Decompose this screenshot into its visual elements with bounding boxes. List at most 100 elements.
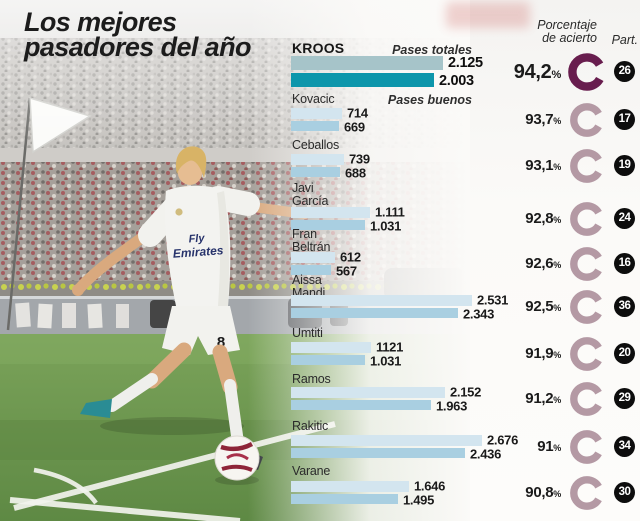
value-pases-totales: 2.125 [448,55,483,71]
bar-pases-totales [291,252,335,263]
accuracy-ring-gauge-icon [570,246,604,281]
ring-arc [570,148,604,183]
value-pases-buenos: 1.031 [370,353,402,369]
accuracy-percent: 92,5% [440,298,561,315]
bar-pases-buenos [291,219,365,230]
ring-arc [570,102,604,137]
ring-arc [568,52,606,91]
hair [175,146,207,178]
matches-badge: 16 [614,253,635,274]
accuracy-value: 91 [537,438,554,455]
value-pases-totales: 1.646 [414,478,446,494]
left-sock [106,373,158,412]
blurred-scoreboard [446,2,530,28]
value-pases-buenos: 1.495 [403,492,435,508]
bar-pases-totales [291,295,472,306]
matches-badge: 24 [614,208,635,229]
matches-badge: 29 [614,388,635,409]
player-shadow [100,417,244,435]
player-name: Varane [292,464,331,478]
percent-symbol: % [551,68,562,81]
accuracy-percent: 93,1% [440,157,561,174]
player-name: Ramos [292,372,331,386]
accuracy-ring-gauge-icon [570,429,604,464]
percent-symbol: % [553,443,561,453]
matches-badge: 19 [614,155,635,176]
value-pases-buenos: 669 [344,119,365,135]
ring-arc [570,246,604,281]
value-pases-totales: 1.111 [375,204,405,220]
player-name: Fran Beltrán [292,227,331,254]
value-pases-buenos: 567 [336,263,357,279]
value-pases-buenos: 1.963 [436,398,468,414]
ring-arc [570,475,604,510]
accuracy-ring-gauge-icon [570,475,604,510]
matches-badge: 36 [614,296,635,317]
bar-pases-totales [291,154,344,165]
value-pases-totales: 2.152 [450,384,482,400]
matches-badge: 30 [614,482,635,503]
bar-pases-buenos [291,493,398,504]
left-hand [72,284,84,296]
accuracy-value: 91,2 [525,390,554,407]
bar-pases-buenos [291,166,340,177]
accuracy-percent: 90,8% [440,484,561,501]
accuracy-percent: 92,6% [440,255,561,272]
value-pases-buenos: 1.031 [370,218,402,234]
accuracy-ring-gauge-icon [570,381,604,416]
accuracy-ring-gauge-icon [570,336,604,371]
ring-arc [570,429,604,464]
player-name: Kovacic [292,92,335,106]
value-pases-totales: 714 [347,105,368,121]
accuracy-value: 92,6 [525,255,554,272]
accuracy-value: 90,8 [525,484,554,501]
page-title: Los mejores pasadores del año [24,7,251,62]
percent-symbol: % [553,303,561,313]
value-pases-buenos: 2.343 [463,306,495,322]
value-pases-totales: 2.531 [477,292,509,308]
matches-badge: 20 [614,343,635,364]
player-name: Umtiti [292,326,323,340]
bar-pases-buenos [291,447,465,458]
shorts-number: 8 [217,334,225,351]
club-crest [175,208,183,216]
value-pases-buenos: 688 [345,165,366,181]
bar-pases-buenos [291,264,331,275]
bar-pases-buenos [291,73,434,87]
ring-arc [570,336,604,371]
player-name: Ceballos [292,138,340,152]
player-name: Rakitic [292,419,329,433]
bar-pases-buenos [291,399,431,410]
bar-pases-totales [291,481,409,492]
accuracy-percent: 91,9% [440,345,561,362]
shorts [162,306,240,355]
left-thigh [144,342,192,389]
matches-badge: 34 [614,436,635,457]
value-pases-buenos: 2.436 [470,446,502,462]
accuracy-percent: 91,2% [440,390,561,407]
jersey-sponsor-line2: Emirates [172,243,224,261]
value-pases-totales: 2.676 [487,432,519,448]
accuracy-value: 93,1 [525,157,554,174]
player-name: Javi García [292,181,329,208]
ring-arc [570,381,604,416]
player-figure: Fly Emirates 8 [72,146,310,470]
accuracy-percent: 91% [440,438,561,455]
bar-pases-totales [291,387,445,398]
bar-pases-buenos [291,307,458,318]
value-pases-buenos: 2.003 [439,73,474,89]
percent-symbol: % [553,489,561,499]
percent-symbol: % [553,350,561,360]
bar-pases-totales [291,108,342,119]
accuracy-ring-gauge-icon [570,289,604,324]
percent-symbol: % [553,260,561,270]
value-pases-totales: 1121 [376,339,404,355]
bar-pases-totales [291,435,482,446]
accuracy-percent: 92,8% [440,210,561,227]
ring-arc [570,289,604,324]
jersey-shade [217,191,229,306]
accuracy-value: 92,5 [525,298,554,315]
jersey [165,185,231,306]
bar-pases-totales [291,342,371,353]
accuracy-ring-gauge-icon [570,201,604,236]
